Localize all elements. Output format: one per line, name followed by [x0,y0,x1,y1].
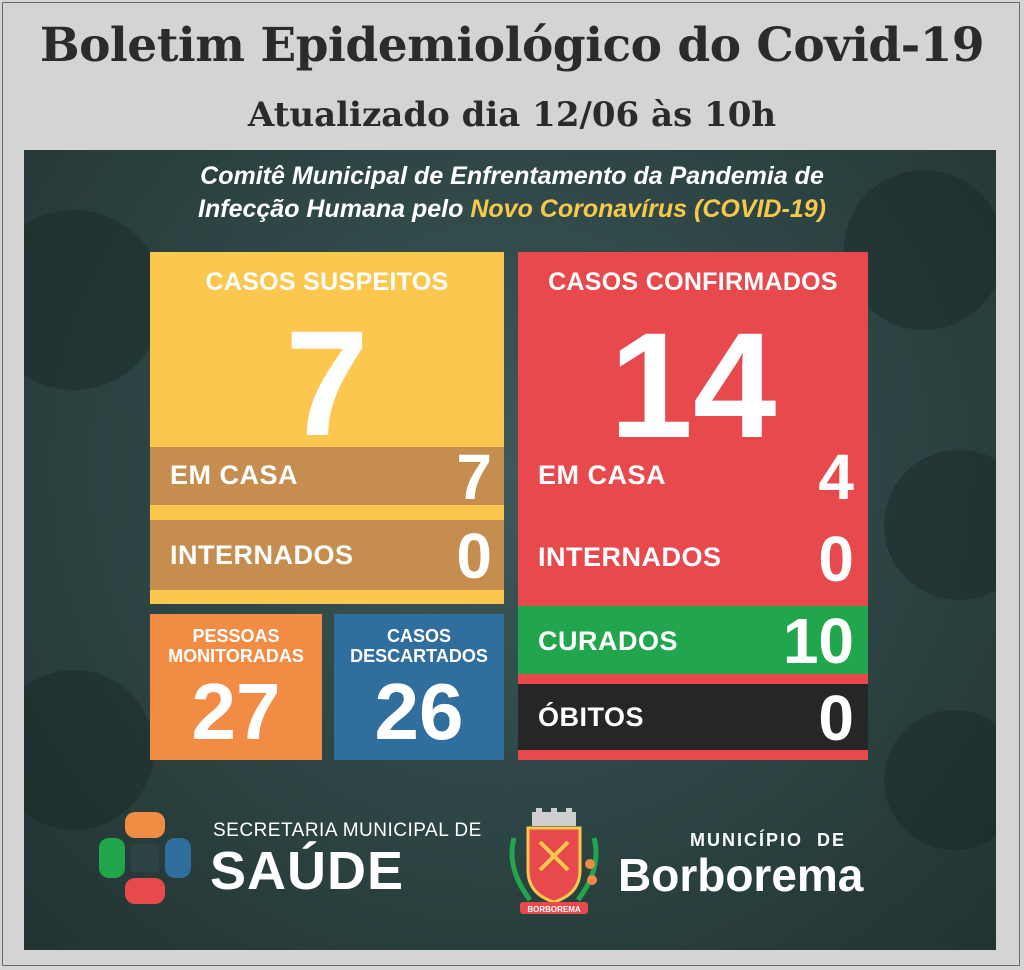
bulletin-updated: Atualizado dia 12/06 às 10h [247,95,777,135]
deaths-value: 0 [818,682,854,754]
suspected-hospitalized-value: 0 [456,520,492,592]
discarded-value: 26 [374,667,464,756]
suspected-at-home-label: EM CASA [170,460,299,490]
discarded-label-line2: DESCARTADOS [350,646,488,666]
suspected-cases-total: 7 [285,299,369,467]
suspected-hospitalized-label: INTERNADOS [170,540,354,570]
discarded-label: CASOS DESCARTADOS [334,626,504,666]
suspected-at-home-row: EM CASA 7 [150,445,504,509]
monitored-label: PESSOAS MONITORADAS [150,626,322,666]
committee-line2-highlight: Novo Coronavírus (COVID-19) [470,195,826,223]
saude-label: SAÚDE [210,841,405,901]
confirmed-hospitalized-label: INTERNADOS [538,542,722,572]
confirmed-cases-total: 14 [609,301,777,469]
committee-line2-prefix: Infecção Humana pelo [198,195,471,223]
cured-row: CURADOS 10 [518,606,868,674]
bulletin-title: Boletim Epidemiológico do Covid-19 [39,18,985,73]
cured-value: 10 [782,605,854,677]
committee-line1: Comitê Municipal de Enfrentamento da Pan… [200,162,824,190]
saude-logo-icon [99,812,191,904]
monitored-label-line2: MONITORADAS [168,646,304,666]
confirmed-hospitalized-value: 0 [818,523,854,595]
discarded-label-line1: CASOS [386,626,451,646]
cured-label: CURADOS [538,626,679,656]
confirmed-at-home-label: EM CASA [538,460,667,490]
suspected-cases-card: CASOS SUSPEITOS 7 EM CASA 7 INTERNADOS 0 [150,252,504,604]
committee-line2: Infecção Humana pelo Novo Coronavírus (C… [0,193,1024,226]
deaths-label: ÓBITOS [538,702,645,732]
monitored-label-line1: PESSOAS [192,626,280,646]
committee-text: Comitê Municipal de Enfrentamento da Pan… [0,160,1024,226]
suspected-hospitalized-row: INTERNADOS 0 [150,520,504,590]
deaths-row: ÓBITOS 0 [518,684,868,750]
suspected-cases-label: CASOS SUSPEITOS [205,268,449,296]
saude-secretariat-label: SECRETARIA MUNICIPAL DE [213,820,482,841]
municipio-label: MUNICÍPIO DE [690,830,847,850]
city-name: Borborema [618,849,864,901]
suspected-at-home-value: 7 [456,441,492,513]
svg-text:BORBOREMA: BORBOREMA [527,905,581,914]
monitored-people-card: PESSOAS MONITORADAS 27 [150,614,322,760]
monitored-value: 27 [191,667,281,756]
confirmed-cases-label: CASOS CONFIRMADOS [548,268,838,296]
discarded-cases-card: CASOS DESCARTADOS 26 [334,614,504,760]
municipal-crest-icon: BORBOREMA [509,808,599,914]
confirmed-at-home-value: 4 [818,441,854,513]
confirmed-cases-card: CASOS CONFIRMADOS 14 EM CASA 4 INTERNADO… [518,252,868,760]
